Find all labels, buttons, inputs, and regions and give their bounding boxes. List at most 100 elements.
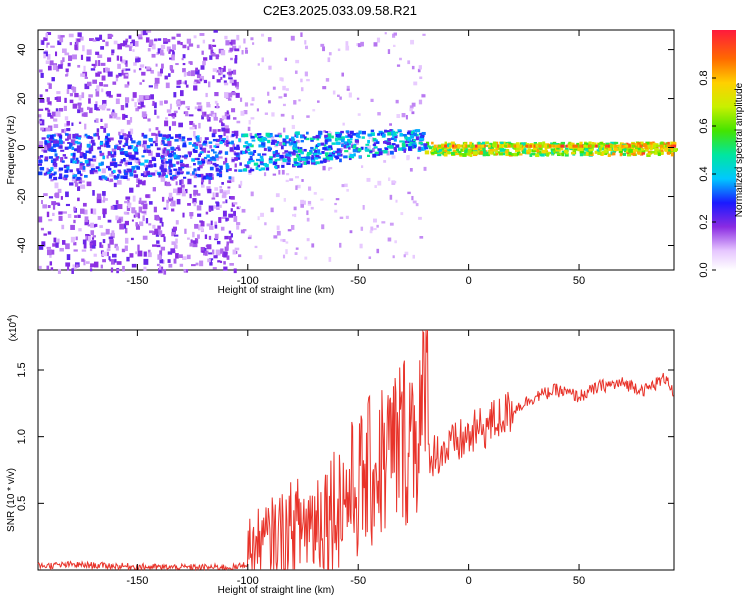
spectrogram-cell [640, 148, 645, 151]
spectrogram-cell [444, 148, 447, 152]
spectrogram-cell [230, 233, 233, 238]
spectrogram-cell [418, 216, 422, 220]
spectrogram-cell [545, 144, 549, 148]
spectrogram-cell [199, 151, 204, 154]
spectrogram-cell [231, 202, 235, 207]
spectrogram-cell [609, 144, 613, 148]
spectrogram-cell [107, 152, 111, 156]
spectrogram-cell [397, 129, 402, 132]
spectrogram-cell [90, 230, 95, 236]
spectrogram-cell [152, 224, 156, 229]
spectrogram-cell [95, 101, 98, 107]
spectrogram-cell [460, 144, 464, 148]
spectrogram-cell [86, 181, 92, 187]
spectrogram-cell [284, 57, 288, 61]
spectrogram-cell [311, 243, 315, 248]
spectrogram-cell [112, 109, 115, 113]
spectrogram-cell [519, 144, 523, 148]
spectrogram-cell [389, 144, 394, 149]
spectrogram-cell [637, 146, 641, 150]
spectrogram-cell [188, 70, 191, 77]
spectrogram-cell [389, 222, 394, 226]
spectrogram-cell [125, 103, 129, 108]
spectrogram-cell [206, 154, 210, 158]
spectrogram-cell [373, 228, 377, 231]
snr-series-line [37, 329, 674, 572]
spectrogram-cell [588, 144, 592, 148]
spectrogram-cell [105, 41, 109, 47]
spectrogram-cell [162, 259, 165, 264]
spectrogram-cell [300, 151, 304, 155]
spectrogram-cell [648, 141, 654, 146]
spectrogram-cell [134, 102, 137, 107]
spectrogram-cell [78, 181, 82, 184]
spectrogram-cell [115, 76, 119, 82]
spectrogram-cell [656, 149, 661, 154]
spectrogram-cell [418, 99, 423, 105]
spectrogram-cell [403, 254, 406, 258]
spectrogram-cell [121, 248, 126, 253]
spectrogram-cell [92, 39, 97, 42]
spectrogram-cell [225, 199, 228, 204]
spectrogram-cell [160, 159, 164, 163]
spectrogram-cell [260, 212, 264, 217]
spectrogram-cell [411, 140, 416, 144]
spectrogram-cell [244, 149, 248, 154]
spectrogram-cell [73, 219, 76, 224]
spectrogram-cell [78, 103, 81, 109]
spectrogram-cell [413, 139, 417, 142]
spectrogram-cell [254, 245, 258, 249]
spectrogram-cell [281, 169, 285, 175]
spectrogram-cell [117, 140, 123, 143]
spectrogram-cell [294, 131, 299, 135]
spectrogram-cell [507, 144, 511, 148]
spectrogram-cell [199, 260, 204, 267]
spectrogram-cell [168, 192, 173, 199]
spectrogram-cell [307, 200, 312, 205]
spectrogram-cell [98, 168, 101, 172]
spectrogram-cell [44, 50, 48, 53]
spectrogram-cell [234, 169, 238, 172]
spectrogram-cell [182, 164, 186, 167]
spectrogram-cell [89, 242, 93, 249]
spectrogram-cell [125, 73, 129, 77]
spectrogram-cell [38, 245, 44, 250]
spectrogram-cell [182, 144, 187, 148]
spectrogram-cell [392, 134, 397, 137]
spectrogram-cell [48, 141, 52, 147]
spectrogram-cell [495, 153, 499, 156]
spectrogram-cell [66, 89, 70, 94]
spectrogram-cell [170, 146, 175, 151]
spectrogram-cell [45, 60, 50, 64]
spectrogram-cell [159, 49, 164, 56]
spectrogram-cell [153, 206, 157, 213]
spectrogram-cell [213, 151, 217, 154]
spectrogram-cell [396, 114, 401, 119]
spectrogram-cell [360, 226, 364, 231]
spectrogram-cell [654, 148, 659, 151]
spectrogram-cell [579, 144, 583, 148]
spectrogram-cell [325, 137, 329, 141]
spectrogram-cell [188, 142, 192, 145]
spectrogram-cell [410, 130, 414, 135]
spectrogram-cell [156, 153, 161, 157]
spectrogram-cell [214, 187, 219, 191]
spectrogram-cell [148, 128, 152, 132]
spectrogram-cell [321, 224, 325, 230]
spectrogram-cell [306, 238, 310, 242]
spectrogram-cell [226, 241, 229, 246]
spectrogram-cell [46, 167, 49, 173]
spectrogram-cell [99, 152, 105, 157]
spectrogram-cell [113, 182, 117, 188]
spectrogram-cell [274, 165, 278, 169]
spectrogram-cell [124, 237, 129, 244]
spectrogram-cell [285, 141, 291, 144]
spectrogram-cell [117, 169, 121, 172]
spectrogram-cell [94, 104, 98, 111]
spectrogram-cell [79, 142, 82, 148]
spectrogram-cell [160, 44, 166, 50]
spectrogram-cell [325, 131, 328, 134]
spectrogram-cell [146, 66, 151, 70]
spectrogram-cell [231, 130, 236, 134]
